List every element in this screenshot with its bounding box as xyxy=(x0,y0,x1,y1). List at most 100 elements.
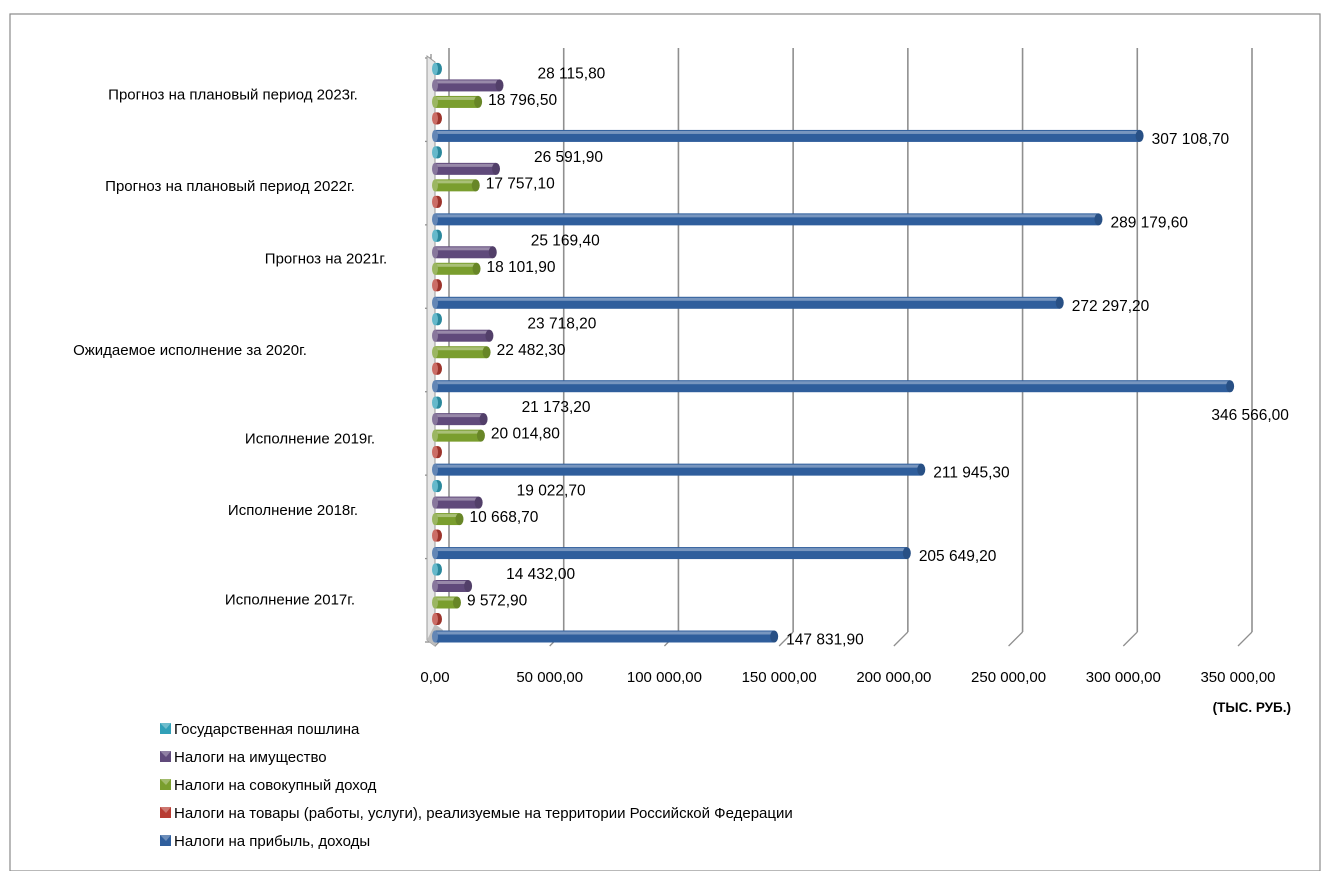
bar-start-cap xyxy=(432,446,438,459)
bar-start-cap xyxy=(432,463,438,476)
bar-start-cap xyxy=(432,62,438,75)
x-tick-label: 50 000,00 xyxy=(516,669,583,686)
gridline-depth xyxy=(1122,631,1138,647)
bar xyxy=(432,480,442,493)
data-label: 22 482,30 xyxy=(497,342,566,359)
bar-cap xyxy=(917,463,926,476)
bar xyxy=(432,262,481,275)
bar-start-cap xyxy=(432,630,438,643)
data-label: 272 297,20 xyxy=(1072,298,1150,315)
bar-highlight xyxy=(435,96,479,100)
bar xyxy=(432,162,501,175)
bar-start-cap xyxy=(432,513,438,526)
bar xyxy=(432,547,911,560)
bar-start-cap xyxy=(432,396,438,409)
category-label: Исполнение 2018г. xyxy=(228,502,358,519)
bar-start-cap xyxy=(432,580,438,592)
bar xyxy=(432,429,485,442)
bar-start-cap xyxy=(432,313,438,326)
bar-cap xyxy=(1226,380,1235,393)
data-label: 28 115,80 xyxy=(538,65,606,82)
bar xyxy=(432,496,483,509)
legend-label: Налоги на прибыль, доходы xyxy=(174,833,370,850)
data-label: 9 572,90 xyxy=(467,593,528,610)
axis-unit-label: (ТЫС. РУБ.) xyxy=(1213,700,1291,715)
bar xyxy=(432,329,494,342)
legend-label: Налоги на товары (работы, услуги), реали… xyxy=(174,805,793,822)
x-tick-label: 300 000,00 xyxy=(1086,669,1161,686)
bar xyxy=(432,513,464,526)
data-labels: 147 831,90 205 649,20 211 945,30 346 566,00… xyxy=(467,65,1289,648)
bar-cap xyxy=(492,162,501,175)
bar xyxy=(432,62,442,75)
bar-highlight xyxy=(435,464,922,468)
bar-start-cap xyxy=(432,195,438,208)
legend-swatch-highlight xyxy=(160,835,171,841)
bar-start-cap xyxy=(432,95,438,108)
legend-item: Налоги на прибыль, доходы xyxy=(160,833,370,850)
bar xyxy=(432,463,926,476)
data-label: 205 649,20 xyxy=(919,548,997,565)
data-label: 18 101,90 xyxy=(487,259,556,276)
legend-label: Налоги на совокупный доход xyxy=(174,777,377,794)
bar-start-cap xyxy=(432,380,438,393)
gridline-depth xyxy=(1008,631,1024,647)
bar-cap xyxy=(452,596,461,609)
x-tick-label: 100 000,00 xyxy=(627,669,702,686)
bar-start-cap xyxy=(432,279,438,292)
bar-start-cap xyxy=(432,296,438,309)
bar-highlight xyxy=(435,247,493,251)
bar-start-cap xyxy=(432,547,438,560)
bar-highlight xyxy=(435,80,500,84)
bar xyxy=(432,380,1235,393)
bar-highlight xyxy=(435,597,457,601)
data-label: 19 022,70 xyxy=(517,483,586,500)
bar-start-cap xyxy=(432,129,438,142)
legend-item: Налоги на товары (работы, услуги), реали… xyxy=(160,805,793,822)
bar-start-cap xyxy=(432,246,438,259)
chart-border xyxy=(9,13,1321,871)
bar-highlight xyxy=(435,430,481,434)
category-label: Исполнение 2017г. xyxy=(225,591,355,608)
data-label: 14 432,00 xyxy=(506,566,575,583)
bar-cap xyxy=(488,246,497,259)
bar-highlight xyxy=(435,497,479,501)
data-label: 289 179,60 xyxy=(1110,214,1188,231)
legend-label: Государственная пошлина xyxy=(174,721,360,738)
legend-label: Налоги на имущество xyxy=(174,749,327,766)
bar-start-cap xyxy=(432,529,438,542)
bar-highlight xyxy=(435,514,460,518)
bar-highlight xyxy=(435,263,477,267)
legend-swatch-highlight xyxy=(160,723,171,729)
bar-start-cap xyxy=(432,362,438,375)
bar-start-cap xyxy=(432,262,438,275)
bar xyxy=(432,362,442,375)
bar xyxy=(432,195,442,208)
bar xyxy=(432,246,497,259)
bar-start-cap xyxy=(432,229,438,242)
bar xyxy=(432,296,1064,309)
legend-item: Налоги на имущество xyxy=(160,749,327,766)
bar-start-cap xyxy=(432,146,438,159)
bar-start-cap xyxy=(432,213,438,226)
data-label: 20 014,80 xyxy=(491,426,560,443)
bar-cap xyxy=(474,95,483,108)
data-label: 10 668,70 xyxy=(469,509,538,526)
data-label: 346 566,00 xyxy=(1211,407,1289,424)
bar xyxy=(432,313,442,326)
bar-highlight xyxy=(435,163,497,167)
bar-cap xyxy=(479,413,488,426)
bar-start-cap xyxy=(432,563,438,576)
bar-cap xyxy=(482,346,491,359)
bar-highlight xyxy=(435,548,907,552)
data-label: 211 945,30 xyxy=(933,465,1010,482)
data-label: 21 173,20 xyxy=(522,399,591,416)
bar xyxy=(432,630,779,643)
x-tick-label: 200 000,00 xyxy=(856,669,931,686)
bar-cap xyxy=(1135,129,1144,142)
bar-cap xyxy=(902,547,911,560)
x-axis-ticks: 0,00 50 000,00 100 000,00 150 000,00 200 000… xyxy=(420,669,1275,686)
category-label: Исполнение 2019г. xyxy=(245,430,375,447)
